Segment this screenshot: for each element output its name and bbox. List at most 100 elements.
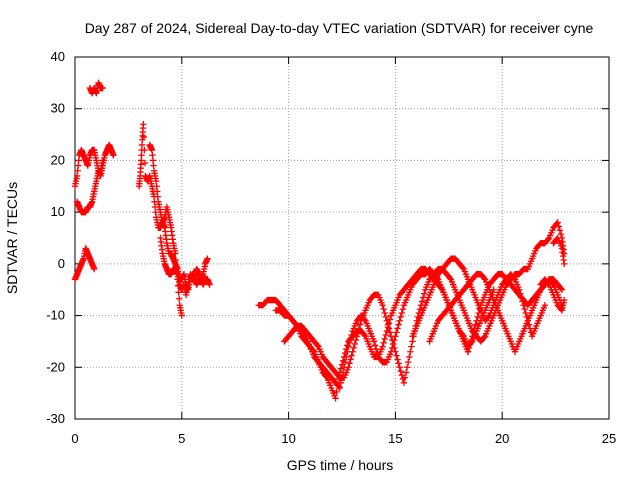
data-point [470, 329, 477, 336]
data-point [544, 280, 552, 287]
x-axis-label: GPS time / hours [287, 457, 394, 473]
data-point [395, 360, 402, 367]
data-point [309, 347, 317, 354]
data-point [510, 274, 518, 282]
data-point [390, 340, 397, 348]
data-point [394, 356, 401, 363]
data-point [353, 333, 361, 340]
data-point [355, 325, 363, 332]
data-point [99, 157, 106, 164]
data-markers [71, 79, 568, 402]
series-arc2 [73, 157, 106, 216]
x-tick-label: 10 [281, 431, 295, 446]
data-point [421, 290, 428, 297]
series-arc15 [537, 276, 568, 314]
data-point [544, 236, 552, 243]
chart-title: Day 287 of 2024, Sidereal Day-to-day VTE… [85, 20, 594, 36]
data-point [110, 152, 117, 159]
data-point [391, 344, 398, 352]
data-point [206, 281, 213, 288]
data-point [521, 305, 528, 313]
data-point [526, 325, 534, 332]
y-tick-label: -10 [46, 308, 65, 323]
data-point [418, 298, 426, 305]
data-point [459, 331, 466, 339]
x-tick-label: 0 [71, 431, 78, 446]
data-point [346, 360, 353, 367]
data-point [397, 313, 404, 321]
data-point [381, 309, 388, 317]
data-point [345, 343, 352, 350]
data-point [386, 316, 394, 323]
data-point [383, 317, 391, 324]
data-point [394, 325, 401, 332]
data-point [346, 339, 353, 346]
data-point [480, 334, 488, 341]
data-point [380, 305, 387, 313]
data-point [314, 342, 321, 349]
data-point [396, 317, 403, 324]
data-point [343, 353, 350, 361]
y-tick-label: -20 [46, 359, 65, 374]
axes: 0 5 10 15 20 25 -30 -20 -10 0 10 20 30 40 [46, 49, 616, 446]
data-point [558, 286, 566, 293]
data-point [337, 365, 345, 372]
data-point [384, 321, 392, 328]
series-arc13 [464, 271, 566, 355]
data-point [172, 256, 180, 264]
data-point [403, 364, 411, 371]
series-arc7 [157, 234, 211, 299]
data-point [471, 325, 478, 332]
y-tick-label: -30 [46, 411, 65, 426]
data-point [472, 321, 479, 328]
data-point [485, 313, 492, 321]
data-point [560, 296, 568, 304]
data-point [381, 335, 388, 343]
data-point [393, 329, 400, 336]
data-point [354, 329, 362, 336]
data-point [396, 364, 403, 371]
data-point [557, 285, 565, 292]
data-point [370, 338, 378, 345]
data-point [347, 335, 354, 343]
data-point [361, 331, 368, 339]
data-point [397, 367, 404, 375]
data-point [392, 348, 399, 355]
x-tick-label: 15 [388, 431, 402, 446]
data-point [91, 265, 98, 273]
data-point [399, 305, 407, 313]
data-point [469, 333, 476, 340]
data-point [351, 340, 359, 348]
data-point [333, 388, 340, 396]
data-point [178, 312, 185, 319]
data-point [347, 356, 354, 363]
data-point [372, 345, 380, 353]
data-point [400, 379, 408, 386]
y-axis-label: SDTVAR / TECUs [4, 182, 20, 294]
data-point [332, 395, 339, 402]
data-point [204, 255, 211, 262]
data-point [141, 146, 148, 154]
plot-frame [74, 56, 610, 420]
y-tick-label: 0 [58, 256, 65, 271]
data-point [342, 358, 349, 366]
series-arc1 [71, 141, 117, 190]
data-point [345, 364, 352, 371]
data-point [386, 329, 394, 336]
data-point [407, 348, 414, 355]
data-point [398, 371, 406, 379]
series-arc14 [524, 219, 568, 273]
data-point [140, 121, 147, 128]
series-arc16 [550, 234, 568, 268]
data-point [401, 374, 409, 381]
y-tick-label: 10 [51, 204, 65, 219]
data-point [554, 219, 561, 226]
data-point [348, 352, 355, 359]
data-point [473, 317, 480, 324]
data-point [371, 342, 379, 349]
data-point [459, 264, 466, 271]
series-arc3 [71, 245, 98, 283]
data-point [348, 331, 355, 339]
data-point [474, 313, 481, 321]
x-tick-label: 20 [495, 431, 509, 446]
